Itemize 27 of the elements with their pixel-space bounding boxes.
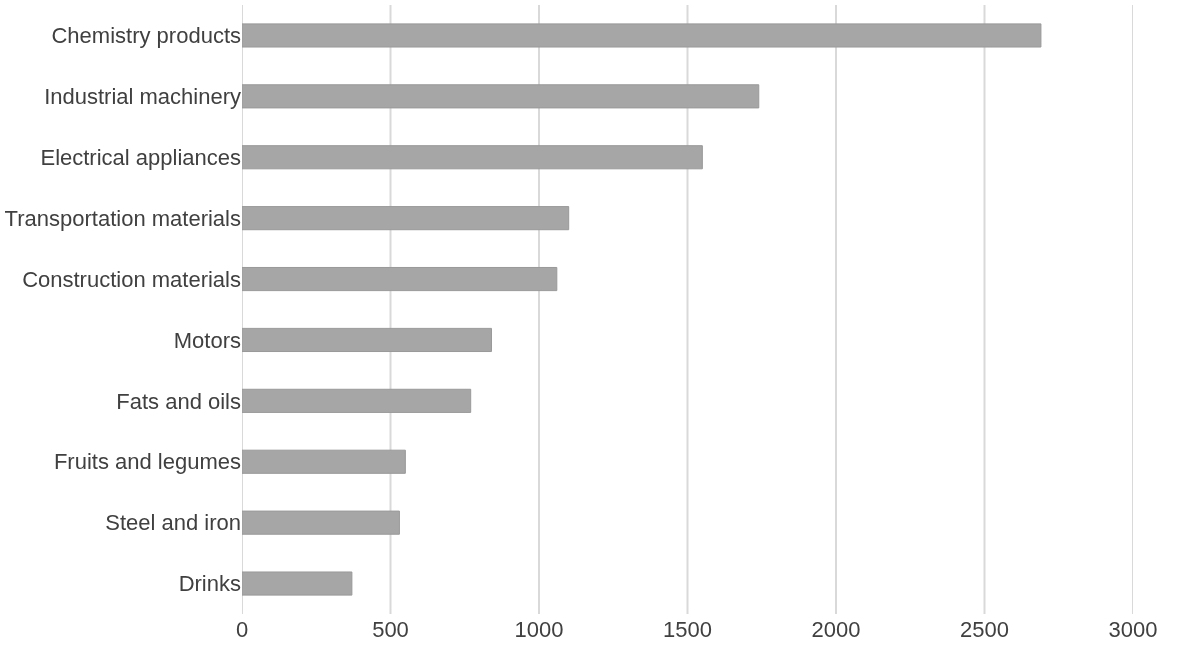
bar (242, 510, 400, 535)
y-tick-label: Construction materials (22, 266, 241, 292)
x-tick-label: 2000 (811, 617, 861, 642)
y-tick-label: Fats and oils (116, 388, 241, 414)
y-tick-label: Drinks (178, 571, 241, 597)
bar (242, 206, 570, 231)
bar (242, 266, 558, 292)
y-tick-label: Motors (173, 327, 241, 353)
x-tick-label: 3000 (1108, 617, 1158, 642)
y-tick-label: Electrical appliances (40, 144, 241, 170)
y-tick-label: Fruits and legumes (53, 449, 241, 475)
bar (242, 84, 760, 109)
bar (242, 327, 492, 353)
x-tick-label: 0 (235, 617, 249, 642)
bar (242, 571, 353, 596)
bar (242, 388, 472, 413)
x-tick-label: 1000 (514, 617, 564, 642)
bar (242, 23, 1042, 48)
y-tick-label: Steel and iron (105, 510, 241, 536)
y-tick-label: Transportation materials (4, 205, 241, 231)
x-tick-label: 500 (372, 617, 409, 642)
bar (242, 449, 406, 474)
x-tick-label: 1500 (663, 617, 712, 642)
x-tick-label: 2500 (960, 617, 1009, 642)
y-tick-label: Industrial machinery (44, 84, 241, 110)
bar (242, 145, 703, 170)
y-tick-label: Chemistry products (51, 23, 241, 49)
